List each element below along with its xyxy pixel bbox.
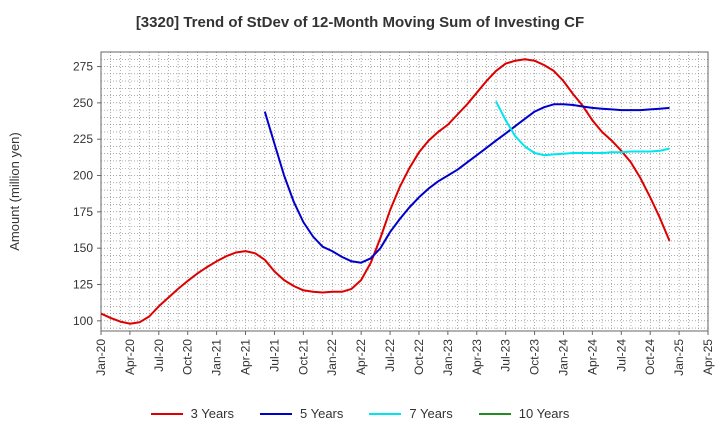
x-tick-label: Apr-24 [585,339,599,375]
legend-item-10-years: 10 Years [478,406,570,421]
legend-swatch [369,412,402,415]
legend-label: 3 Years [190,406,234,421]
legend-swatch [478,412,511,415]
x-tick-label: Jul-22 [383,339,397,372]
series-line-3-years [100,58,671,325]
x-tick-label: Oct-22 [412,339,426,375]
x-tick-label: Jan-22 [325,339,339,376]
y-axis-label: Amount (million yen) [7,132,22,251]
y-axis-ticks: 100 125 150 175 200 225 250 275 [73,60,101,328]
grid-lines [101,52,708,331]
legend-label: 7 Years [409,406,453,421]
x-tick-label: Oct-23 [528,339,542,375]
legend-label: 5 Years [300,406,344,421]
x-tick-label: Jul-24 [614,339,628,372]
y-tick-label: 200 [73,169,93,183]
y-tick-label: 100 [73,314,93,328]
x-tick-label: Jul-23 [499,339,513,372]
series-lines [100,58,671,325]
y-tick-label: 225 [73,132,93,146]
legend-item-7-years: 7 Years [369,406,453,421]
x-tick-label: Apr-21 [239,339,253,375]
y-tick-label: 175 [73,205,93,219]
x-tick-label: Oct-21 [296,339,310,375]
x-tick-label: Apr-22 [354,339,368,375]
legend-swatch [260,412,292,415]
x-tick-label: Oct-24 [643,339,657,375]
x-tick-label: Jan-24 [556,339,570,376]
x-tick-label: Apr-20 [123,339,137,375]
x-tick-label: Jan-23 [441,339,455,376]
legend-label: 10 Years [518,406,570,421]
x-tick-label: Jan-25 [672,339,686,376]
legend-item-5-years: 5 Years [260,406,343,421]
x-tick-label: Apr-25 [701,339,715,375]
plot-frame [100,51,709,332]
chart-title: [3320] Trend of StDev of 12-Month Moving… [135,14,585,31]
x-tick-label: Oct-20 [181,339,195,375]
x-axis-ticks: Jan-20 Apr-20 Jul-20 Oct-20 Jan-21 Apr-21 Jul-… [94,331,715,376]
legend-item-3-years: 3 Years [150,406,234,421]
legend: 3 Years 5 Years 7 Years 10 Years [0,406,720,421]
x-tick-label: Jan-20 [94,339,108,376]
y-tick-label: 150 [73,241,93,255]
series-line-7-years [495,100,670,157]
x-tick-label: Jul-21 [267,339,281,372]
x-tick-label: Jan-21 [210,339,224,376]
x-tick-label: Apr-23 [470,339,484,375]
y-tick-label: 125 [73,278,93,292]
x-tick-label: Jul-20 [152,339,166,372]
series-line-5-years [263,103,670,264]
y-tick-label: 250 [73,96,93,110]
legend-swatch [150,412,183,415]
y-tick-label: 275 [73,60,93,74]
